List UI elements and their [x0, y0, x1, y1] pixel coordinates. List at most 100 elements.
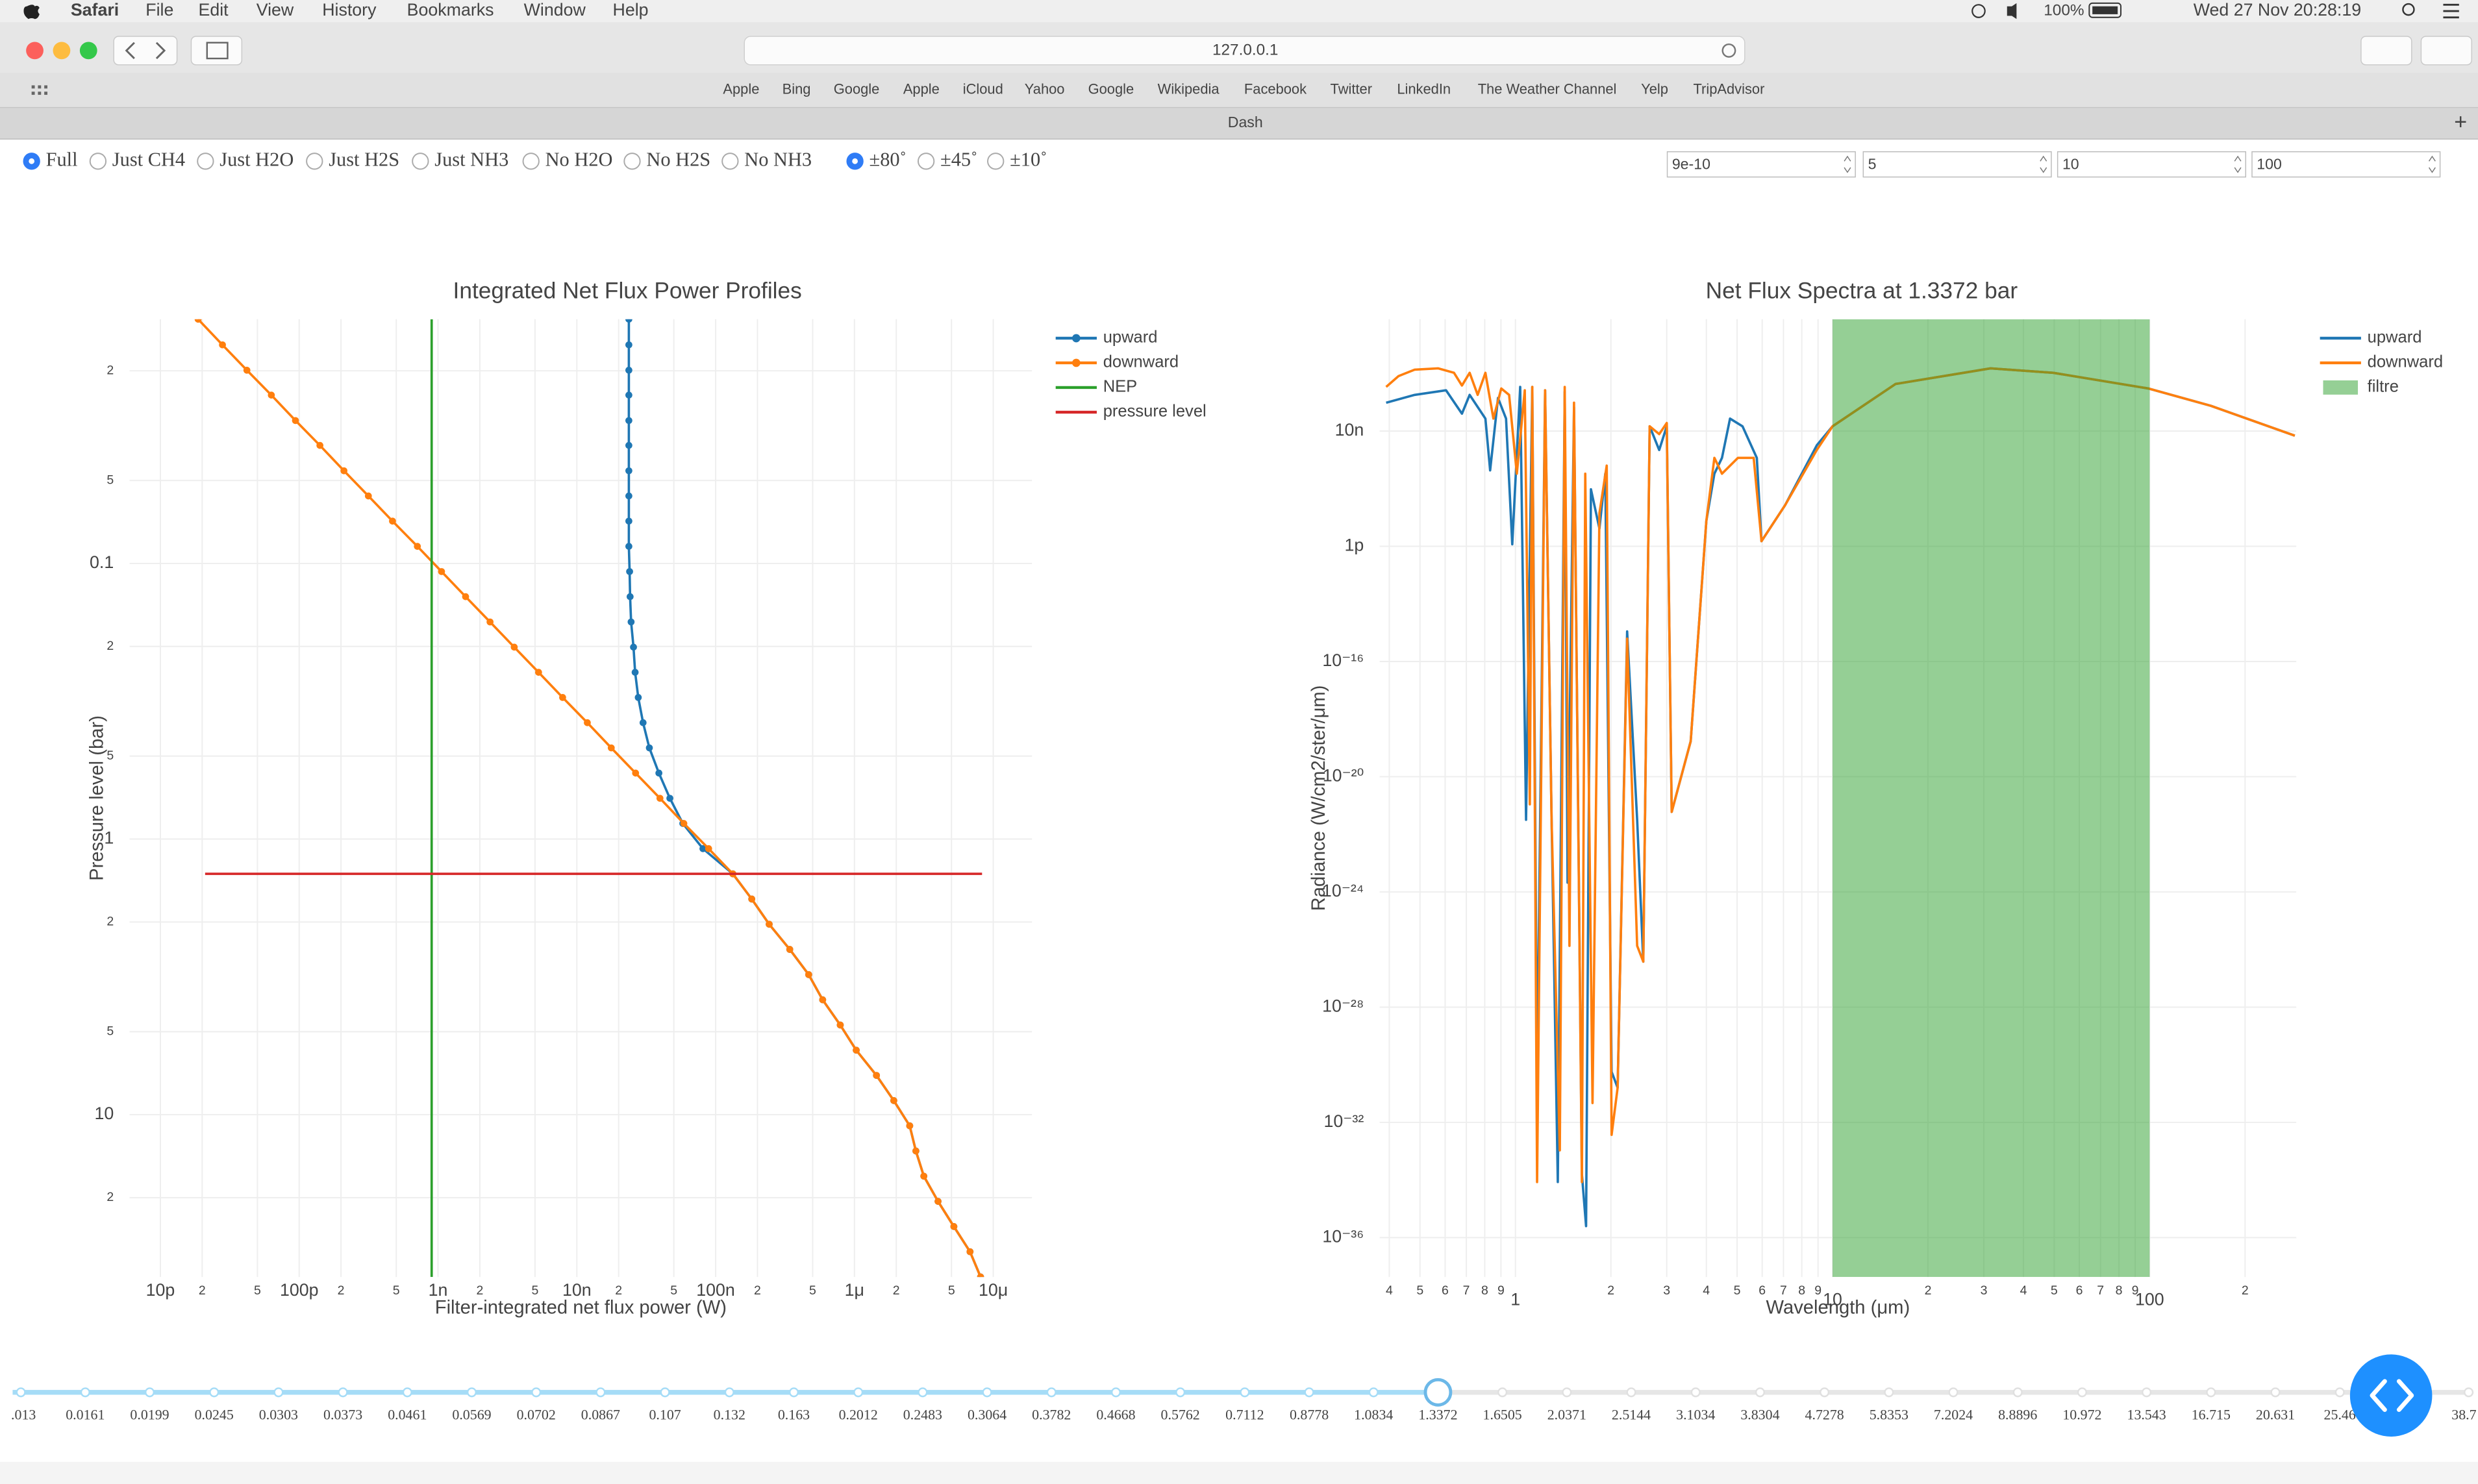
slider-dot[interactable] — [1304, 1387, 1314, 1398]
slider-label[interactable]: 8.8896 — [1998, 1406, 2037, 1422]
radio-button[interactable] — [721, 153, 739, 170]
address-bar[interactable] — [744, 36, 1746, 66]
radio-button[interactable] — [987, 153, 1005, 170]
slider-label[interactable]: 4.7278 — [1805, 1406, 1844, 1422]
slider-label[interactable]: 0.3782 — [1032, 1406, 1071, 1422]
zoom-button[interactable] — [79, 42, 97, 60]
slider-label[interactable]: 0.2012 — [839, 1406, 878, 1422]
slider-label[interactable]: 0.163 — [778, 1406, 810, 1422]
species-label[interactable]: Just CH4 — [112, 148, 185, 170]
species-label[interactable]: No H2S — [646, 148, 710, 170]
clock[interactable]: Wed 27 Nov 20:28:19 — [2194, 0, 2361, 19]
slider-label[interactable]: 2.5144 — [1612, 1406, 1651, 1422]
slider-dot[interactable] — [2464, 1387, 2474, 1398]
slider-label[interactable]: 5.8353 — [1870, 1406, 1909, 1422]
bookmark[interactable]: Apple — [723, 81, 759, 97]
slider-dot[interactable] — [466, 1387, 477, 1398]
slider-label[interactable]: 1.6505 — [1483, 1406, 1522, 1422]
menu-item[interactable]: Help — [613, 0, 649, 19]
slider-dot[interactable] — [1755, 1387, 1765, 1398]
bookmark[interactable]: Yahoo — [1025, 81, 1065, 97]
bookmark[interactable]: Twitter — [1331, 81, 1372, 97]
bookmark[interactable]: Yelp — [1641, 81, 1668, 97]
slider-label[interactable]: 0.0303 — [259, 1406, 298, 1422]
radio-button[interactable] — [306, 153, 323, 170]
slider-dot[interactable] — [2334, 1387, 2345, 1398]
bookmark[interactable]: iCloud — [963, 81, 1003, 97]
slider-dot[interactable] — [1497, 1387, 1508, 1398]
slider-dot[interactable] — [982, 1387, 992, 1398]
menu-item[interactable]: Edit — [198, 0, 229, 19]
slider-dot[interactable] — [1820, 1387, 1830, 1398]
slider-dot[interactable] — [918, 1387, 928, 1398]
radio-button[interactable] — [623, 153, 641, 170]
slider-label[interactable]: 0.8778 — [1290, 1406, 1329, 1422]
menu-item[interactable]: View — [257, 0, 294, 19]
slider-label[interactable]: 25.46 — [2324, 1406, 2356, 1422]
menu-item[interactable]: Bookmarks — [407, 0, 494, 19]
slider-label[interactable]: 16.715 — [2192, 1406, 2231, 1422]
slider-dot[interactable] — [144, 1387, 155, 1398]
notification-center[interactable] — [2443, 3, 2459, 19]
slider-dot[interactable] — [660, 1387, 670, 1398]
battery-icon[interactable] — [2088, 2, 2121, 18]
slider-label[interactable]: 0.0461 — [388, 1406, 427, 1422]
slider-label[interactable]: 0.4668 — [1096, 1406, 1135, 1422]
legend-item[interactable]: downward — [1055, 353, 1179, 371]
legend-item[interactable]: filtre — [2323, 378, 2399, 396]
spinner[interactable] — [2428, 155, 2436, 173]
slider-label[interactable]: 0.107 — [649, 1406, 681, 1422]
slider-label[interactable]: 10.972 — [2062, 1406, 2101, 1422]
slider-dot[interactable] — [338, 1387, 348, 1398]
nav-buttons[interactable] — [113, 36, 178, 66]
legend-item[interactable]: downward — [2320, 353, 2443, 371]
slider-dot[interactable] — [16, 1387, 26, 1398]
slider-label[interactable]: 0.0569 — [452, 1406, 491, 1422]
slider-dot[interactable] — [402, 1387, 412, 1398]
bookmark[interactable]: The Weather Channel — [1478, 81, 1617, 97]
slider-dot[interactable] — [2270, 1387, 2281, 1398]
slider-dot[interactable] — [853, 1387, 864, 1398]
legend-item[interactable]: pressure level — [1055, 402, 1207, 421]
slider-label[interactable]: 7.2024 — [1934, 1406, 1973, 1422]
radio-button[interactable] — [412, 153, 429, 170]
slider-label[interactable]: 0.2483 — [903, 1406, 942, 1422]
slider-label[interactable]: 0.3064 — [968, 1406, 1007, 1422]
slider-label[interactable]: 0.0161 — [66, 1406, 105, 1422]
slider-dot[interactable] — [1884, 1387, 1894, 1398]
slider-label[interactable]: 38.7 — [2451, 1406, 2476, 1422]
bookmark[interactable]: Google — [834, 81, 880, 97]
slider-dot[interactable] — [531, 1387, 542, 1398]
slider-dot[interactable] — [788, 1387, 799, 1398]
wifi-icon[interactable] — [1971, 4, 1986, 18]
menu-item[interactable]: History — [322, 0, 377, 19]
minimize-button[interactable] — [53, 42, 71, 60]
species-label[interactable]: No NH3 — [744, 148, 812, 170]
bookmark[interactable]: TripAdvisor — [1694, 81, 1765, 97]
slider-dot[interactable] — [1175, 1387, 1186, 1398]
slider-label[interactable]: .013 — [11, 1406, 36, 1422]
slider-label[interactable]: 1.3372 — [1418, 1406, 1457, 1422]
bookmark[interactable]: Apple — [903, 81, 940, 97]
menu-item[interactable]: Window — [524, 0, 586, 19]
slider-dot[interactable] — [1690, 1387, 1701, 1398]
bookmark[interactable]: Bing — [782, 81, 811, 97]
reload-button[interactable] — [1721, 43, 1736, 58]
slider-dot[interactable] — [209, 1387, 219, 1398]
app-name[interactable]: Safari — [71, 0, 119, 19]
number-input[interactable] — [1666, 151, 1856, 178]
slider-label[interactable]: 0.0867 — [581, 1406, 620, 1422]
slider-label[interactable]: 2.0371 — [1547, 1406, 1586, 1422]
legend-item[interactable]: NEP — [1055, 378, 1138, 396]
number-input[interactable] — [2251, 151, 2441, 178]
spinner[interactable] — [1844, 155, 1851, 173]
slider-dot[interactable] — [2142, 1387, 2152, 1398]
slider-dot[interactable] — [1110, 1387, 1121, 1398]
tabs-button[interactable] — [2420, 36, 2472, 66]
slider-dot[interactable] — [2012, 1387, 2023, 1398]
slider-dot[interactable] — [1626, 1387, 1636, 1398]
share-button[interactable] — [2360, 36, 2412, 66]
spinner[interactable] — [2234, 155, 2242, 173]
slider-label[interactable]: 0.7112 — [1225, 1406, 1264, 1422]
slider-dot[interactable] — [80, 1387, 90, 1398]
